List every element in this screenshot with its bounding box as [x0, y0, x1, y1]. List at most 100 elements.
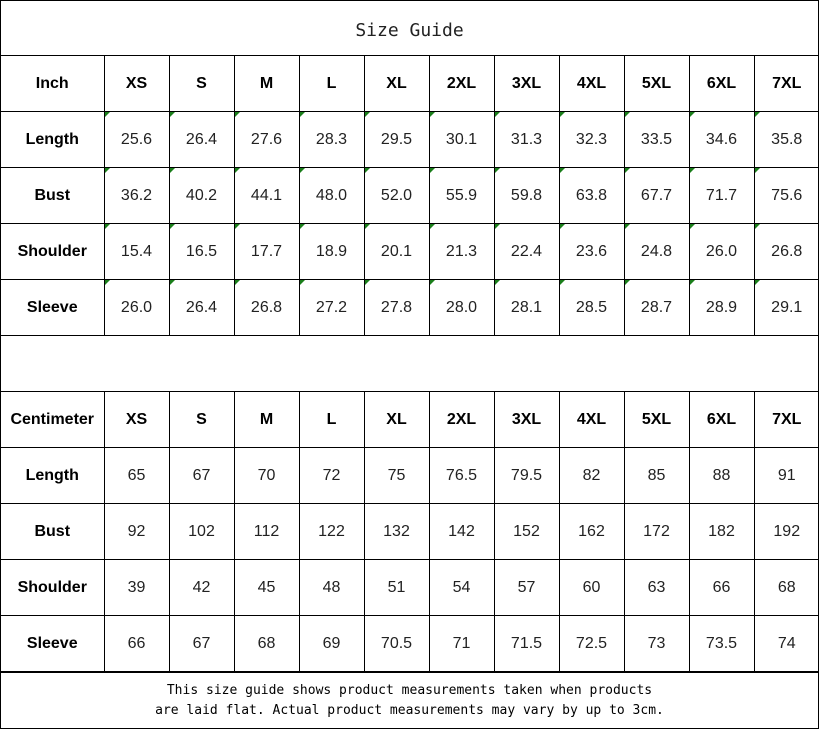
measurement-cell: 28.5: [558, 279, 625, 336]
measurement-cell: 57: [493, 559, 560, 616]
size-header: 2XL: [428, 56, 495, 112]
measurement-cell: 44.1: [233, 167, 300, 224]
measurement-cell: 69: [298, 615, 365, 672]
measurement-cell: 182: [688, 503, 755, 560]
row-label: Shoulder: [1, 559, 105, 616]
table-row: Length 25.6 26.4 27.6 28.3 29.5 30.1 31.3 32.3 33…: [1, 111, 819, 168]
measurement-cell: 26.8: [753, 223, 819, 280]
measurement-cell: 54: [428, 559, 495, 616]
measurement-cell: 18.9: [298, 223, 365, 280]
measurement-cell: 85: [623, 447, 690, 504]
size-header: 2XL: [428, 392, 495, 448]
measurement-cell: 55.9: [428, 167, 495, 224]
measurement-cell: 21.3: [428, 223, 495, 280]
measurement-cell: 27.6: [233, 111, 300, 168]
measurement-cell: 79.5: [493, 447, 560, 504]
measurement-cell: 75.6: [753, 167, 819, 224]
measurement-cell: 59.8: [493, 167, 560, 224]
size-header: 4XL: [558, 392, 625, 448]
row-label: Length: [1, 447, 105, 504]
row-label: Bust: [1, 167, 105, 224]
measurement-cell: 92: [103, 503, 170, 560]
measurement-cell: 34.6: [688, 111, 755, 168]
table-row: Bust 36.2 40.2 44.1 48.0 52.0 55.9 59.8 63.8 67.7…: [1, 167, 819, 224]
measurement-cell: 67.7: [623, 167, 690, 224]
measurement-cell: 67: [168, 615, 235, 672]
measurement-cell: 48: [298, 559, 365, 616]
measurement-cell: 20.1: [363, 223, 430, 280]
centimeter-table: Centimeter XS S M L XL 2XL 3XL 4XL 5XL 6XL 7XL Lengt…: [1, 392, 819, 672]
measurement-cell: 67: [168, 447, 235, 504]
size-header: S: [168, 392, 235, 448]
unit-label: Centimeter: [1, 392, 105, 448]
table-row: Shoulder 39 42 45 48 51 54 57 60 63 66 68: [1, 559, 819, 616]
footnote-line-1: This size guide shows product measuremen…: [166, 682, 653, 698]
size-header: XS: [103, 392, 170, 448]
measurement-cell: 71.5: [493, 615, 560, 672]
measurement-cell: 51: [363, 559, 430, 616]
measurement-cell: 26.0: [103, 279, 170, 336]
measurement-cell: 82: [558, 447, 625, 504]
measurement-cell: 71.7: [688, 167, 755, 224]
row-label: Bust: [1, 503, 105, 560]
size-header: XL: [363, 392, 430, 448]
measurement-cell: 28.1: [493, 279, 560, 336]
measurement-cell: 16.5: [168, 223, 235, 280]
spacer: [1, 336, 818, 392]
measurement-cell: 26.4: [168, 111, 235, 168]
size-header: L: [298, 56, 365, 112]
measurement-cell: 122: [298, 503, 365, 560]
measurement-cell: 73.5: [688, 615, 755, 672]
measurement-cell: 33.5: [623, 111, 690, 168]
measurement-cell: 40.2: [168, 167, 235, 224]
measurement-cell: 73: [623, 615, 690, 672]
inch-table: Inch XS S M L XL 2XL 3XL 4XL 5XL 6XL 7XL Length 25.6 2…: [1, 56, 819, 336]
measurement-cell: 66: [688, 559, 755, 616]
measurement-cell: 15.4: [103, 223, 170, 280]
size-header: 5XL: [623, 56, 690, 112]
measurement-cell: 68: [753, 559, 819, 616]
measurement-cell: 91: [753, 447, 819, 504]
measurement-cell: 72.5: [558, 615, 625, 672]
measurement-cell: 28.3: [298, 111, 365, 168]
measurement-cell: 30.1: [428, 111, 495, 168]
measurement-cell: 42: [168, 559, 235, 616]
measurement-cell: 112: [233, 503, 300, 560]
header-row: Inch XS S M L XL 2XL 3XL 4XL 5XL 6XL 7XL: [1, 56, 819, 112]
size-header: 3XL: [493, 56, 560, 112]
measurement-cell: 39: [103, 559, 170, 616]
measurement-cell: 192: [753, 503, 819, 560]
size-header: XL: [363, 56, 430, 112]
measurement-cell: 28.0: [428, 279, 495, 336]
measurement-cell: 36.2: [103, 167, 170, 224]
table-row: Sleeve 26.0 26.4 26.8 27.2 27.8 28.0 28.1 28.5 28…: [1, 279, 819, 336]
measurement-cell: 74: [753, 615, 819, 672]
measurement-cell: 172: [623, 503, 690, 560]
measurement-cell: 66: [103, 615, 170, 672]
measurement-cell: 17.7: [233, 223, 300, 280]
table-row: Bust 92 102 112 122 132 142 152 162 172 182 192: [1, 503, 819, 560]
measurement-cell: 68: [233, 615, 300, 672]
measurement-cell: 102: [168, 503, 235, 560]
size-header: M: [233, 56, 300, 112]
row-label: Sleeve: [1, 279, 105, 336]
size-header: 7XL: [753, 56, 819, 112]
measurement-cell: 63: [623, 559, 690, 616]
page-title: Size Guide: [1, 1, 818, 56]
measurement-cell: 70.5: [363, 615, 430, 672]
table-row: Shoulder 15.4 16.5 17.7 18.9 20.1 21.3 22.4 23.6…: [1, 223, 819, 280]
unit-label: Inch: [1, 56, 105, 112]
measurement-cell: 75: [363, 447, 430, 504]
measurement-cell: 45: [233, 559, 300, 616]
measurement-cell: 28.9: [688, 279, 755, 336]
measurement-cell: 24.8: [623, 223, 690, 280]
measurement-cell: 27.2: [298, 279, 365, 336]
footnote-line-2: are laid flat. Actual product measuremen…: [155, 702, 664, 718]
measurement-cell: 72: [298, 447, 365, 504]
row-label: Length: [1, 111, 105, 168]
measurement-cell: 26.4: [168, 279, 235, 336]
measurement-cell: 142: [428, 503, 495, 560]
measurement-cell: 71: [428, 615, 495, 672]
measurement-cell: 26.0: [688, 223, 755, 280]
